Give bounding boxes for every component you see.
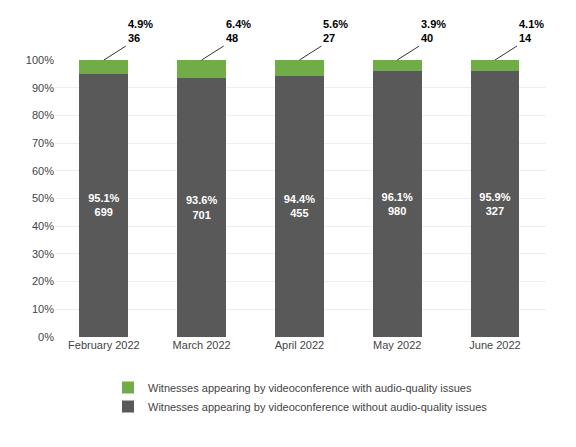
svg-text:4.9%36: 4.9%36	[128, 18, 153, 44]
svg-text:80%: 80%	[32, 109, 54, 121]
svg-text:February 2022: February 2022	[68, 339, 140, 351]
svg-text:March 2022: March 2022	[173, 339, 231, 351]
svg-text:4.1%14: 4.1%14	[519, 18, 544, 44]
svg-text:60%: 60%	[32, 165, 54, 177]
svg-text:93.6%701: 93.6%701	[186, 194, 217, 220]
svg-text:Witnesses appearing by videoco: Witnesses appearing by videoconference w…	[148, 401, 487, 413]
svg-text:3.9%40: 3.9%40	[421, 18, 446, 44]
svg-text:Witnesses appearing by videoco: Witnesses appearing by videoconference w…	[148, 382, 472, 394]
svg-text:June 2022: June 2022	[469, 339, 520, 351]
svg-text:April 2022: April 2022	[275, 339, 325, 351]
svg-text:40%: 40%	[32, 220, 54, 232]
svg-text:100%: 100%	[26, 54, 54, 66]
svg-text:5.6%27: 5.6%27	[323, 18, 348, 44]
svg-text:95.1%699: 95.1%699	[88, 192, 119, 218]
svg-text:May 2022: May 2022	[373, 339, 421, 351]
svg-text:6.4%48: 6.4%48	[226, 18, 251, 44]
svg-text:30%: 30%	[32, 248, 54, 260]
svg-text:10%: 10%	[32, 303, 54, 315]
svg-text:96.1%980: 96.1%980	[382, 191, 413, 217]
svg-text:94.4%455: 94.4%455	[284, 193, 315, 219]
svg-text:95.9%327: 95.9%327	[479, 191, 510, 217]
svg-text:50%: 50%	[32, 192, 54, 204]
svg-text:70%: 70%	[32, 137, 54, 149]
svg-text:20%: 20%	[32, 275, 54, 287]
svg-text:90%: 90%	[32, 82, 54, 94]
svg-text:0%: 0%	[38, 331, 54, 343]
